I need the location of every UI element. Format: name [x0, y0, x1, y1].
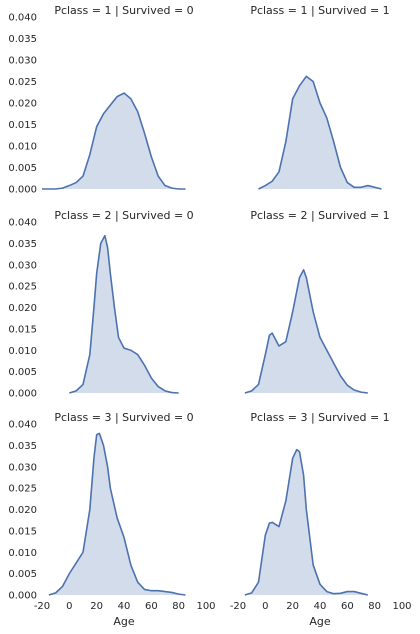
x-tick-label: 60	[341, 601, 354, 612]
x-axis-label: Age	[309, 615, 331, 628]
y-tick-label: 0.005	[8, 163, 37, 174]
facet-title: Pclass = 1 | Survived = 1	[250, 4, 389, 17]
facet-title: Pclass = 2 | Survived = 1	[250, 209, 389, 222]
kde-line	[244, 269, 368, 394]
facet-title: Pclass = 3 | Survived = 1	[250, 411, 389, 424]
facet-panel-5: Pclass = 3 | Survived = 0 0.000 0.005 0.010…	[8, 411, 215, 628]
x-tick-label: 0	[262, 601, 268, 612]
y-tick-label: 0.030	[8, 260, 37, 271]
kde-area	[42, 93, 186, 189]
facet-title: Pclass = 1 | Survived = 0	[54, 4, 193, 17]
x-tick-label: -20	[34, 601, 50, 612]
y-tick-label: 0.000	[8, 591, 37, 602]
facet-panel-3: Pclass = 2 | Survived = 0 0.000 0.005 0.010…	[8, 209, 193, 400]
x-tick-label: 80	[172, 601, 185, 612]
y-tick-label: 0.020	[8, 505, 37, 516]
kde-line	[42, 92, 186, 190]
y-tick-label: 0.030	[8, 56, 37, 67]
facet-panel-4: Pclass = 2 | Survived = 1	[244, 209, 390, 394]
y-tick-label: 0.010	[8, 548, 37, 559]
y-tick-label: 0.040	[8, 13, 37, 24]
y-tick-label: 0.025	[8, 282, 37, 293]
y-tick-label: 0.015	[8, 324, 37, 335]
y-tick-label: 0.040	[8, 420, 37, 431]
x-tick-label: 100	[196, 601, 215, 612]
y-tick-label: 0.030	[8, 462, 37, 473]
facet-panel-1: Pclass = 1 | Survived = 0 0.000 0.005 0.010…	[8, 4, 193, 196]
x-tick-label: 100	[392, 601, 411, 612]
y-tick-label: 0.015	[8, 120, 37, 131]
y-tick-label: 0.015	[8, 526, 37, 537]
y-tick-label: 0.025	[8, 484, 37, 495]
x-tick-label: 20	[286, 601, 299, 612]
kde-line	[258, 75, 382, 190]
x-tick-label: 0	[66, 601, 72, 612]
y-tick-label: 0.020	[8, 303, 37, 314]
facet-title: Pclass = 3 | Survived = 0	[54, 411, 193, 424]
x-tick-label: 40	[118, 601, 131, 612]
x-tick-label: 80	[368, 601, 381, 612]
y-tick-label: 0.040	[8, 218, 37, 229]
y-tick-label: 0.020	[8, 99, 37, 110]
facet-panel-6: Pclass = 3 | Survived = 1 -20 0 20 40 60 80 100…	[230, 411, 412, 628]
y-tick-label: 0.000	[8, 185, 37, 196]
facet-title: Pclass = 2 | Survived = 0	[54, 209, 193, 222]
y-tick-label: 0.005	[8, 569, 37, 580]
x-axis-label: Age	[113, 615, 135, 628]
kde-area	[48, 433, 186, 595]
kde-area	[258, 76, 382, 189]
kde-area	[244, 269, 368, 393]
x-tick-label: -20	[230, 601, 246, 612]
x-tick-label: 60	[145, 601, 158, 612]
kde-line	[69, 234, 179, 394]
y-tick-label: 0.000	[8, 389, 37, 400]
kde-line	[48, 432, 186, 596]
y-tick-label: 0.035	[8, 441, 37, 452]
kde-area	[244, 449, 368, 595]
x-tick-label: 20	[90, 601, 103, 612]
y-tick-label: 0.005	[8, 367, 37, 378]
x-tick-label: 40	[314, 601, 327, 612]
y-tick-label: 0.010	[8, 142, 37, 153]
y-tick-label: 0.010	[8, 346, 37, 357]
kde-line	[244, 448, 369, 596]
facet-panel-2: Pclass = 1 | Survived = 1	[250, 4, 390, 190]
y-tick-label: 0.035	[8, 34, 37, 45]
y-tick-label: 0.035	[8, 239, 37, 250]
y-tick-label: 0.025	[8, 77, 37, 88]
